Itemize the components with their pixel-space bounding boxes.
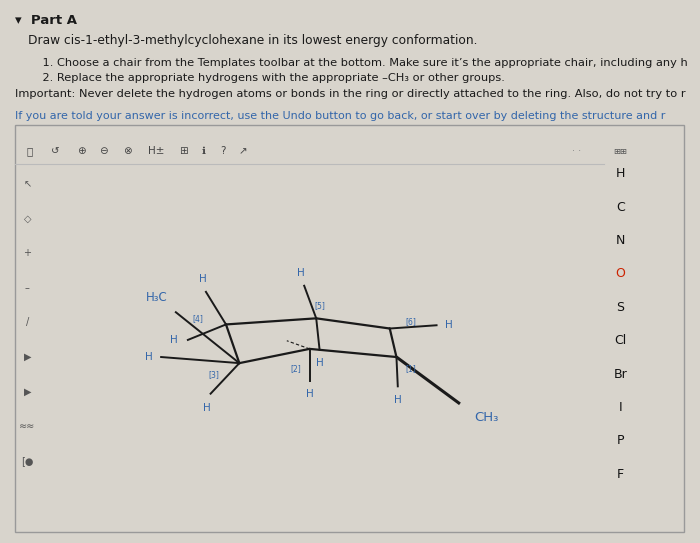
Text: Draw cis-1-ethyl-3-methylcyclohexane in its lowest energy conformation.: Draw cis-1-ethyl-3-methylcyclohexane in …: [28, 34, 477, 47]
Text: [1]: [1]: [406, 364, 416, 373]
Text: H: H: [204, 403, 211, 413]
Text: [5]: [5]: [314, 301, 325, 310]
Text: [4]: [4]: [193, 314, 203, 323]
Text: ⊕: ⊕: [76, 147, 85, 156]
Text: Cl: Cl: [615, 334, 626, 347]
Text: P: P: [617, 434, 624, 447]
Text: If you are told your answer is incorrect, use the Undo button to go back, or sta: If you are told your answer is incorrect…: [15, 111, 666, 121]
Text: C: C: [616, 201, 625, 213]
Text: ▶: ▶: [24, 387, 32, 396]
Text: ▶: ▶: [24, 352, 32, 362]
Text: ◇: ◇: [24, 213, 32, 224]
Text: H±: H±: [148, 147, 164, 156]
Text: ⊞: ⊞: [179, 147, 188, 156]
Text: O: O: [615, 268, 625, 280]
Text: H: H: [297, 268, 304, 277]
Text: 1. Choose a chair from the Templates toolbar at the bottom. Make sure it’s the a: 1. Choose a chair from the Templates too…: [28, 58, 687, 68]
Text: S: S: [617, 301, 624, 314]
Text: 2. Replace the appropriate hydrogens with the appropriate –CH₃ or other groups.: 2. Replace the appropriate hydrogens wit…: [28, 73, 505, 83]
Text: ⊞⊞: ⊞⊞: [613, 147, 627, 156]
Text: ≈≈: ≈≈: [20, 421, 36, 431]
Text: CH₃: CH₃: [475, 411, 499, 424]
Text: ℹ: ℹ: [202, 147, 206, 156]
Text: I: I: [619, 401, 622, 414]
Text: ⊖: ⊖: [99, 147, 108, 156]
Text: [●: [●: [21, 456, 34, 466]
Text: [6]: [6]: [406, 317, 416, 326]
Text: · ·: · ·: [573, 147, 582, 156]
Text: H: H: [444, 320, 452, 330]
Text: Important: Never delete the hydrogen atoms or bonds in the ring or directly atta: Important: Never delete the hydrogen ato…: [15, 89, 686, 99]
Text: N: N: [616, 234, 625, 247]
Text: –: –: [25, 283, 30, 293]
Text: H: H: [316, 358, 323, 368]
Text: H: H: [394, 395, 402, 405]
Text: [3]: [3]: [209, 370, 219, 379]
Text: [2]: [2]: [290, 364, 302, 373]
Text: ▾  Part A: ▾ Part A: [15, 14, 78, 27]
Text: H: H: [170, 335, 178, 345]
Text: Br: Br: [613, 368, 627, 381]
Text: ⊗: ⊗: [123, 147, 132, 156]
Text: ↺: ↺: [51, 147, 60, 156]
Text: H₃C: H₃C: [146, 291, 168, 304]
Text: H: H: [616, 167, 625, 180]
Text: /: /: [26, 318, 29, 327]
Text: H: H: [146, 352, 153, 362]
Text: ↖: ↖: [23, 179, 32, 189]
Text: F: F: [617, 468, 624, 481]
Text: H: H: [199, 274, 206, 283]
Text: ↗: ↗: [238, 147, 247, 156]
Text: ?: ?: [220, 147, 225, 156]
Text: ⬜: ⬜: [27, 147, 33, 156]
Text: H: H: [306, 389, 314, 399]
Text: +: +: [23, 248, 32, 258]
